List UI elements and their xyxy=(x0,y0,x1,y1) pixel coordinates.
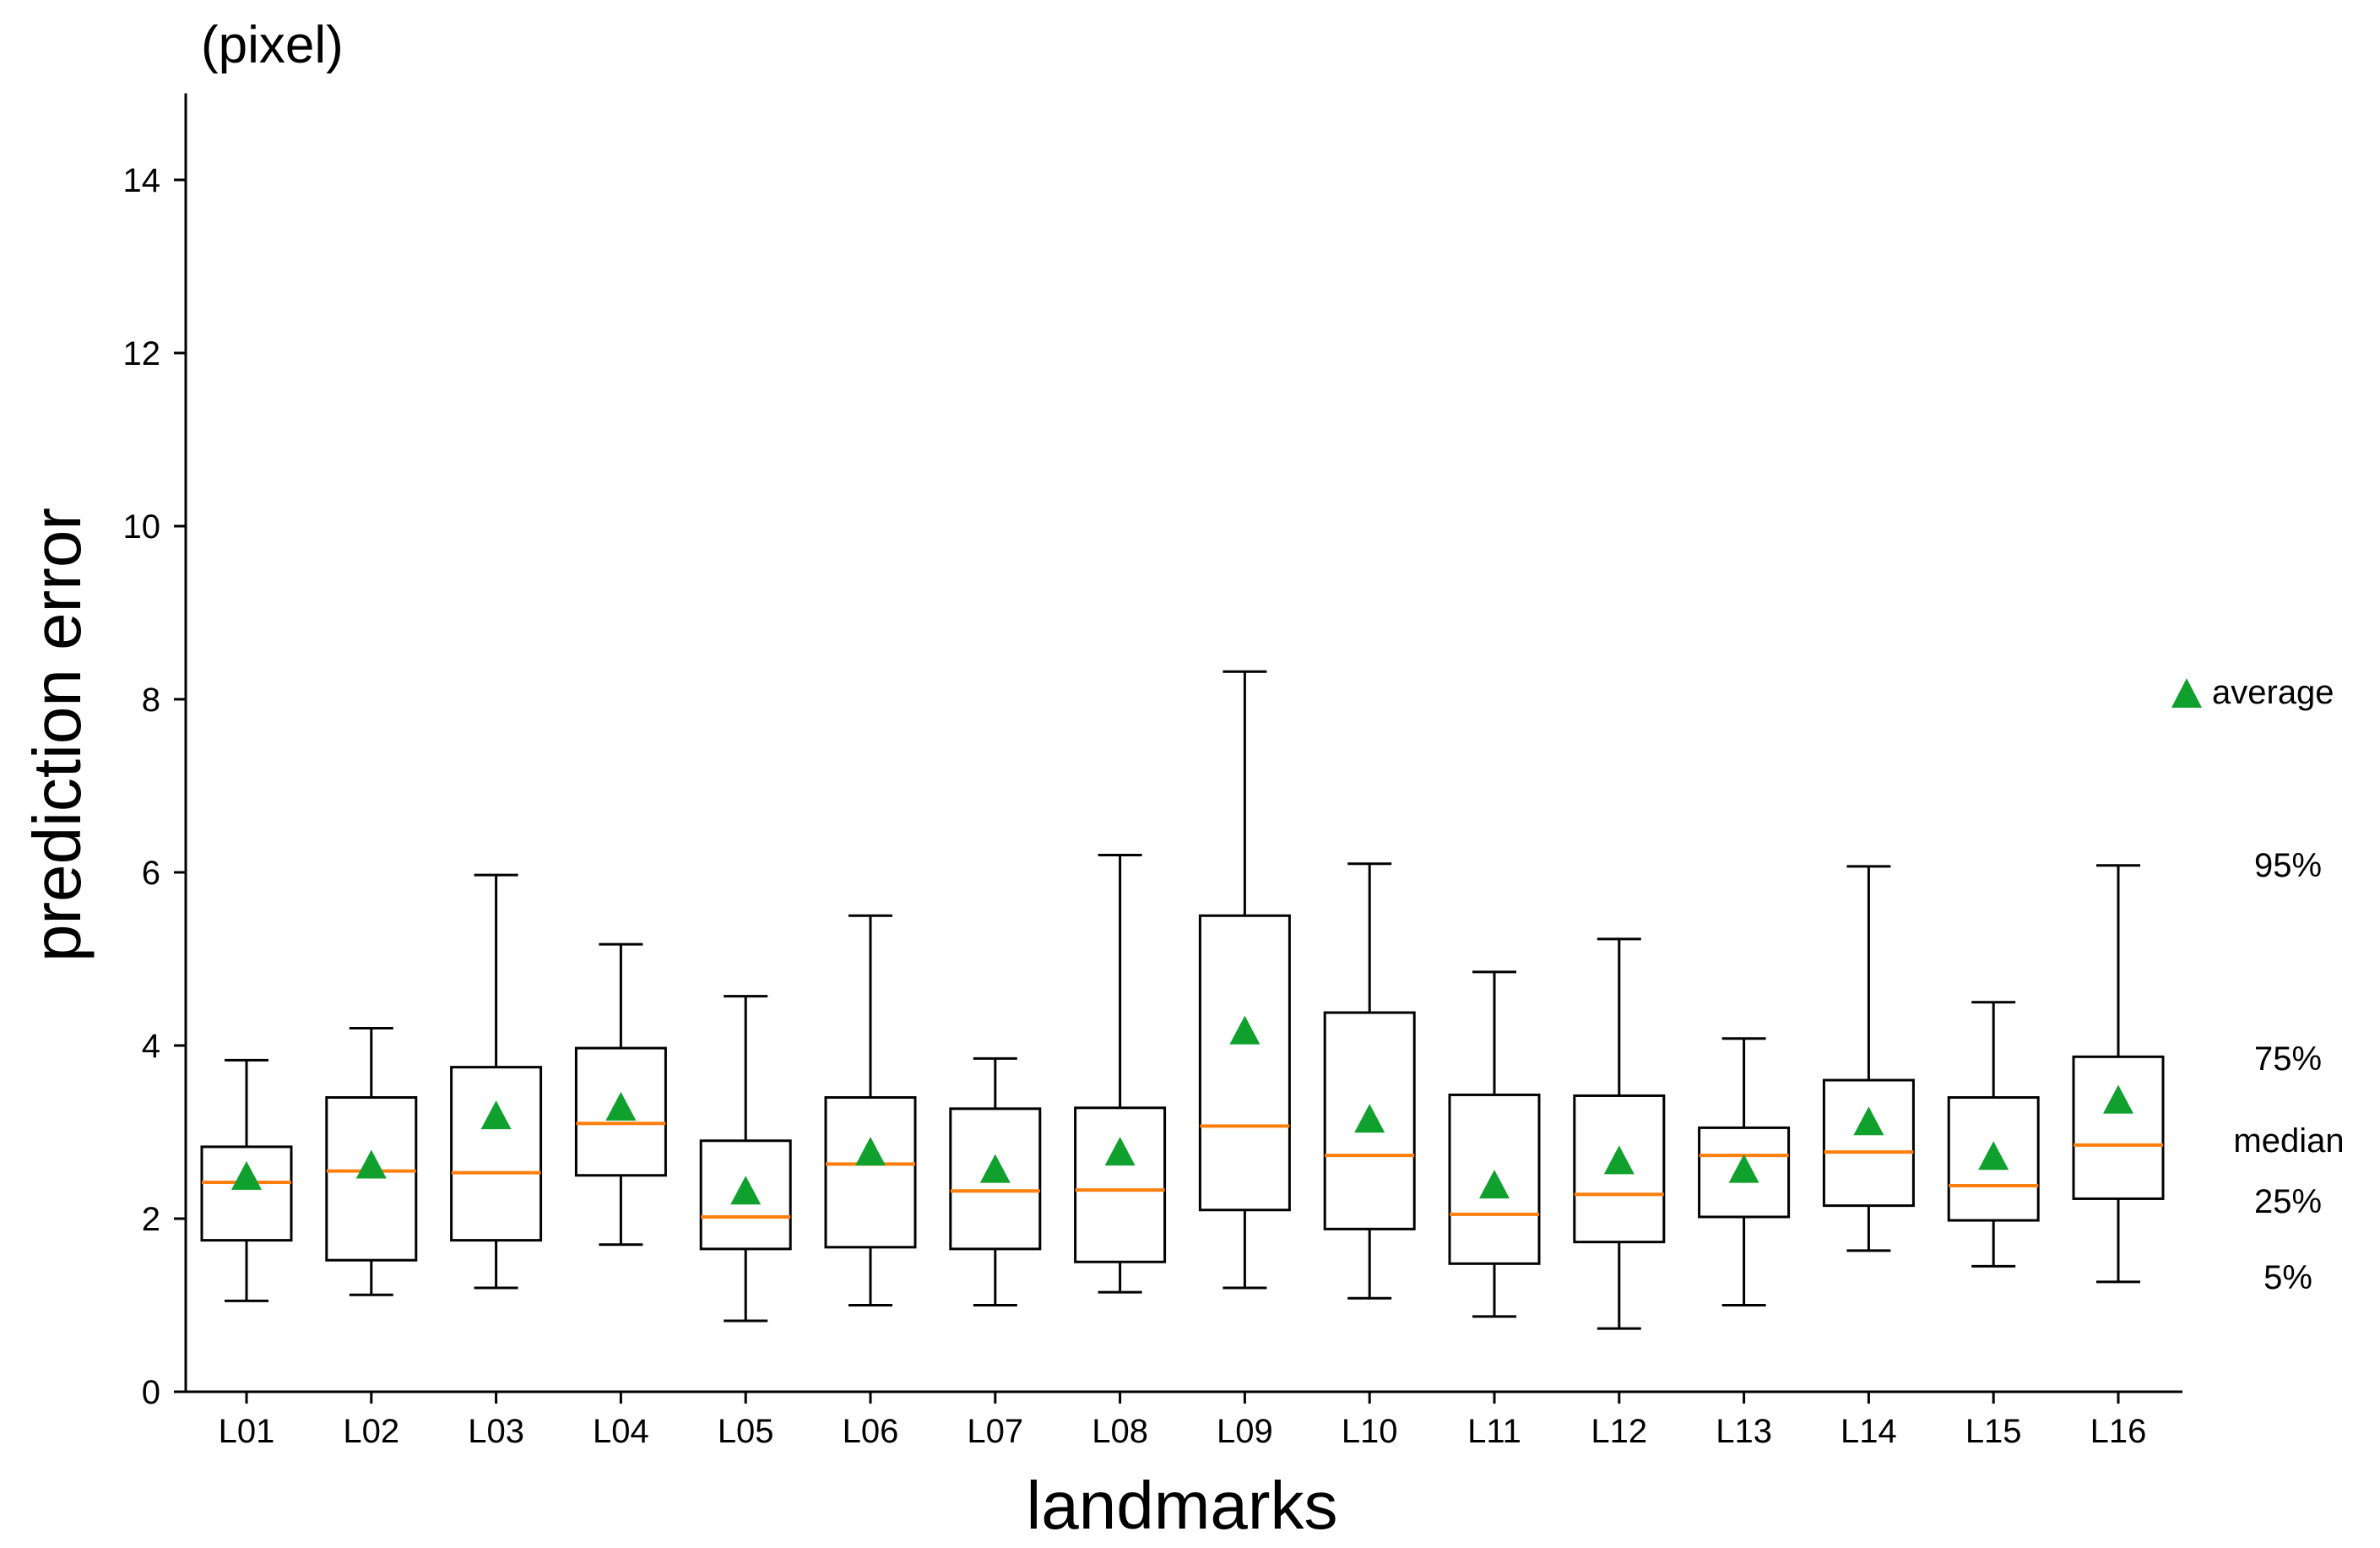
y-axis: 0 2 4 6 8 10 12 14 xyxy=(123,93,187,1411)
y-tick-label: 14 xyxy=(123,162,161,199)
box-l03 xyxy=(450,873,543,1290)
legend: average 95% 75% median 25% 5% xyxy=(2171,674,2345,1296)
legend-average-label: average xyxy=(2212,674,2334,711)
iqr-box xyxy=(1698,1126,1791,1219)
iqr-box xyxy=(1198,914,1291,1212)
mean-marker xyxy=(730,1176,762,1205)
x-axis-title: landmarks xyxy=(1026,1468,1337,1543)
y-tick-label: 10 xyxy=(123,508,161,546)
box-l08 xyxy=(1074,854,1167,1294)
x-tick-label: L10 xyxy=(1342,1413,1398,1450)
iqr-box xyxy=(1573,1094,1666,1244)
x-tick-label: L07 xyxy=(967,1413,1023,1450)
iqr-box xyxy=(949,1107,1042,1251)
box-l14 xyxy=(1822,865,1915,1252)
box-l10 xyxy=(1323,862,1416,1300)
iqr-box xyxy=(1448,1093,1541,1265)
mean-marker xyxy=(2103,1084,2133,1114)
box-l15 xyxy=(1947,1001,2040,1268)
y-tick-label: 4 xyxy=(142,1028,160,1065)
x-tick-label: L08 xyxy=(1092,1413,1148,1450)
mean-marker xyxy=(1853,1106,1884,1136)
box-l11 xyxy=(1448,970,1541,1318)
mean-marker xyxy=(480,1100,512,1130)
iqr-box xyxy=(1323,1011,1416,1230)
box-l07 xyxy=(949,1056,1042,1306)
mean-marker xyxy=(1603,1145,1635,1175)
x-tick-label: L11 xyxy=(1467,1413,1521,1450)
y-unit-label: (pixel) xyxy=(201,16,344,74)
x-tick-label: L04 xyxy=(593,1413,649,1450)
mean-marker xyxy=(979,1154,1011,1183)
legend-p95-label: 95% xyxy=(2254,847,2322,884)
x-tick-label: L03 xyxy=(468,1413,524,1450)
mean-marker xyxy=(355,1149,387,1179)
y-tick-label: 8 xyxy=(142,682,160,719)
iqr-box xyxy=(1074,1106,1167,1263)
mean-marker xyxy=(1229,1015,1260,1045)
legend-p75-label: 75% xyxy=(2254,1040,2322,1078)
x-tick-label: L02 xyxy=(343,1413,399,1450)
mean-marker xyxy=(1104,1137,1136,1166)
y-tick-label: 12 xyxy=(123,335,161,372)
mean-marker xyxy=(231,1160,262,1190)
legend-p25-label: 25% xyxy=(2254,1183,2322,1220)
box-l04 xyxy=(574,942,667,1247)
iqr-box xyxy=(325,1096,418,1262)
box-l01 xyxy=(200,1058,293,1302)
iqr-box xyxy=(1947,1096,2040,1222)
x-tick-label: L06 xyxy=(843,1413,899,1450)
box-l06 xyxy=(824,914,917,1306)
iqr-box xyxy=(200,1145,293,1242)
x-tick-label: L14 xyxy=(1841,1413,1897,1450)
legend-p5-label: 5% xyxy=(2263,1259,2312,1296)
x-axis: L01 L02 L03 L04 L05 L06 L07 L08 L09 L10 L11 L12 L13 L… xyxy=(186,1390,2182,1450)
y-axis-title: prediction error xyxy=(19,508,95,962)
iqr-box xyxy=(574,1046,667,1177)
mean-marker xyxy=(1479,1170,1510,1199)
y-tick-label: 6 xyxy=(142,855,160,892)
mean-marker xyxy=(605,1091,637,1121)
x-tick-label: L13 xyxy=(1716,1413,1772,1450)
box-series xyxy=(200,670,2165,1330)
y-tick-label: 2 xyxy=(142,1201,160,1238)
box-l02 xyxy=(325,1027,418,1296)
x-tick-label: L12 xyxy=(1591,1413,1647,1450)
box-l12 xyxy=(1573,937,1666,1330)
mean-marker xyxy=(1978,1141,2009,1171)
x-tick-label: L09 xyxy=(1217,1413,1273,1450)
box-l16 xyxy=(2072,864,2165,1284)
mean-marker xyxy=(1728,1154,1759,1183)
mean-marker xyxy=(1354,1104,1385,1133)
iqr-box xyxy=(1822,1078,1915,1208)
box-l09 xyxy=(1198,670,1291,1290)
legend-median-label: median xyxy=(2233,1122,2344,1160)
iqr-box xyxy=(699,1139,792,1251)
iqr-box xyxy=(2072,1055,2165,1200)
x-tick-label: L01 xyxy=(219,1413,275,1450)
iqr-box xyxy=(450,1066,543,1242)
legend-average-marker xyxy=(2171,678,2202,708)
box-l13 xyxy=(1698,1037,1791,1306)
iqr-box xyxy=(824,1096,917,1249)
mean-marker xyxy=(855,1137,886,1166)
y-tick-label: 0 xyxy=(142,1374,160,1411)
box-l05 xyxy=(699,995,792,1323)
x-tick-label: L15 xyxy=(1965,1413,2022,1450)
x-tick-label: L16 xyxy=(2090,1413,2147,1450)
x-tick-label: L05 xyxy=(718,1413,774,1450)
